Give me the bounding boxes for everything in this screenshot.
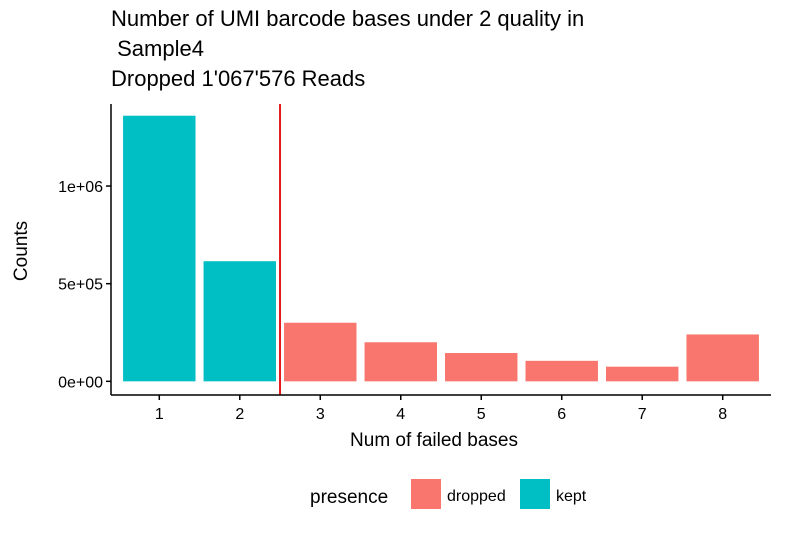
x-axis-label: Num of failed bases <box>350 430 518 451</box>
y-tick-label: 0e+00 <box>58 374 103 391</box>
legend-key-kept <box>520 479 550 509</box>
x-tick-label: 3 <box>316 406 325 423</box>
bar-4 <box>364 342 437 382</box>
x-tick-label: 5 <box>477 406 486 423</box>
x-tick-label: 1 <box>155 406 164 423</box>
title-line-1: Number of UMI barcode bases under 2 qual… <box>111 6 585 31</box>
legend: presence dropped kept <box>310 479 587 509</box>
bar-8 <box>686 334 759 382</box>
y-tick-label: 5e+05 <box>58 277 103 294</box>
bar-2 <box>203 261 276 382</box>
y-tick-label: 1e+06 <box>58 179 103 196</box>
y-axis-label: Counts <box>11 221 32 281</box>
legend-label-kept: kept <box>556 488 587 505</box>
legend-title: presence <box>310 487 388 508</box>
bars-layer <box>123 115 759 382</box>
x-tick-label: 7 <box>638 406 647 423</box>
legend-key-dropped <box>411 479 441 509</box>
x-tick-label: 4 <box>396 406 405 423</box>
bar-5 <box>445 353 518 382</box>
bar-3 <box>284 322 357 382</box>
bar-1 <box>123 115 196 382</box>
title-line-3: Dropped 1'067'576 Reads <box>111 66 366 91</box>
bar-7 <box>606 366 679 382</box>
x-axis-ticks: 1 2 3 4 5 6 7 8 <box>155 395 727 423</box>
legend-label-dropped: dropped <box>447 488 506 505</box>
x-tick-label: 2 <box>235 406 244 423</box>
y-axis-ticks: 0e+00 5e+05 1e+06 <box>58 179 111 391</box>
x-tick-label: 6 <box>557 406 566 423</box>
x-tick-label: 8 <box>718 406 727 423</box>
bar-6 <box>525 360 598 382</box>
title-line-2: Sample4 <box>111 36 204 61</box>
